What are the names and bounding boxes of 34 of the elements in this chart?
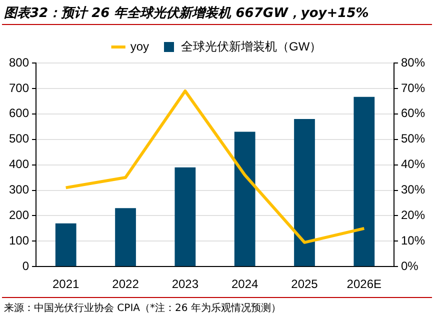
x-tick-label: 2023 bbox=[172, 277, 199, 292]
x-tick-label: 2021 bbox=[52, 277, 80, 292]
y-tick-label: 800 bbox=[8, 55, 30, 70]
x-tick-label: 2024 bbox=[231, 277, 258, 292]
bar bbox=[174, 167, 196, 266]
y-tick-label: 100 bbox=[8, 233, 30, 248]
y2-tick-label: 10% bbox=[400, 233, 426, 248]
bar bbox=[234, 132, 256, 266]
y2-tick-label: 0% bbox=[400, 258, 419, 273]
x-tick-label: 2022 bbox=[112, 277, 140, 292]
x-tick-label: 2025 bbox=[291, 277, 318, 292]
y2-tick-label: 60% bbox=[400, 106, 426, 120]
y-tick-label: 600 bbox=[8, 106, 30, 120]
legend-label: yoy bbox=[130, 39, 150, 54]
source-note: 来源：中国光伏行业协会 CPIA（*注：26 年为乐观情况预测） bbox=[3, 302, 282, 316]
bar bbox=[115, 208, 136, 266]
y2-tick-label: 70% bbox=[400, 80, 426, 95]
y2-tick-label: 80% bbox=[400, 55, 426, 70]
y2-tick-label: 50% bbox=[400, 132, 426, 146]
y-tick-label: 0 bbox=[22, 258, 30, 273]
chart-title: 图表32：预计 26 年全球光伏新增装机 667GW，yoy+15% bbox=[3, 4, 370, 23]
y-tick-label: 500 bbox=[8, 132, 30, 146]
y2-tick-label: 20% bbox=[400, 208, 426, 222]
bar bbox=[55, 223, 76, 266]
y-tick-label: 400 bbox=[8, 157, 30, 172]
y-tick-label: 200 bbox=[8, 208, 30, 222]
y2-tick-label: 40% bbox=[400, 157, 426, 172]
bar bbox=[354, 96, 375, 266]
bar bbox=[294, 118, 315, 266]
y-tick-label: 300 bbox=[8, 182, 30, 197]
x-tick-label: 2026E bbox=[346, 277, 382, 292]
legend-label: 全球光伏新增装机（GW） bbox=[181, 39, 322, 54]
y-tick-label: 700 bbox=[8, 80, 30, 95]
y2-tick-label: 30% bbox=[400, 182, 426, 197]
